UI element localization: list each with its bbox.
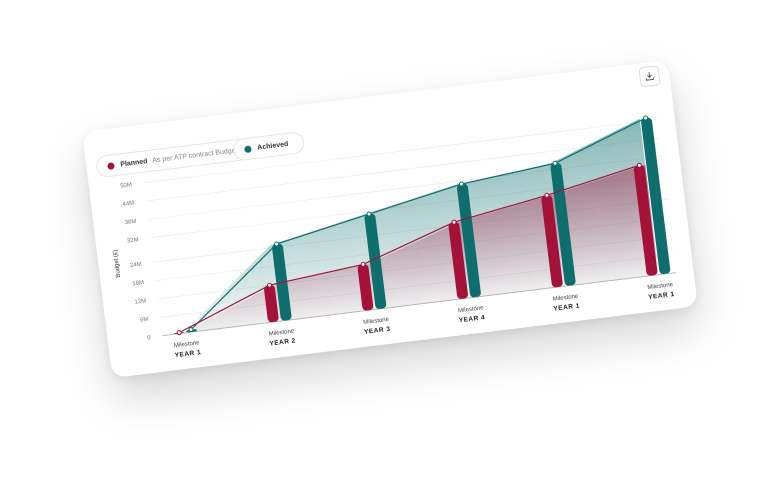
y-tick-label: 44M xyxy=(122,201,134,208)
x-category-year: YEAR 3 xyxy=(364,326,391,336)
y-axis-title: Budget (£) xyxy=(113,249,122,278)
achieved-point xyxy=(643,115,649,121)
x-category-year: YEAR 1 xyxy=(553,303,580,313)
achieved-bar xyxy=(364,213,387,309)
planned-area xyxy=(185,164,659,333)
planned-point xyxy=(360,261,366,267)
planned-point xyxy=(636,162,642,168)
planned-bar xyxy=(633,165,658,276)
achieved-point xyxy=(274,241,280,247)
planned-bar xyxy=(357,264,374,311)
x-category-year: YEAR 1 xyxy=(648,291,675,301)
x-category-label: Milestone xyxy=(268,328,295,337)
planned-bar xyxy=(448,222,468,299)
x-category-label: Milestone xyxy=(363,317,390,326)
achieved-bar xyxy=(641,117,671,275)
achieved-point xyxy=(552,160,558,166)
planned-point xyxy=(544,192,550,198)
planned-bar xyxy=(541,195,563,288)
y-tick-label: 12M xyxy=(134,298,146,305)
y-tick-label: 18M xyxy=(132,280,144,287)
download-icon xyxy=(645,72,655,81)
planned-point xyxy=(451,219,457,225)
x-category-label: Milestone xyxy=(174,340,201,349)
x-category-label: Milestone xyxy=(647,282,674,291)
x-category-year: YEAR 1 xyxy=(174,349,201,359)
y-tick-label: 24M xyxy=(130,262,142,269)
achieved-point xyxy=(188,327,194,333)
y-tick-label: 50M xyxy=(120,182,132,189)
y-tick-label: 6M xyxy=(140,317,149,324)
planned-line xyxy=(178,164,640,334)
x-category-year: YEAR 4 xyxy=(458,314,485,324)
x-category-label: Milestone xyxy=(458,305,485,314)
x-category-label: Milestone xyxy=(552,294,579,303)
achieved-bar xyxy=(550,162,576,286)
planned-point xyxy=(176,330,182,336)
gridline xyxy=(145,137,660,202)
achieved-bar xyxy=(456,183,481,298)
x-category-year: YEAR 2 xyxy=(269,337,296,347)
download-button[interactable] xyxy=(638,65,661,88)
y-tick-label: 0 xyxy=(147,335,152,341)
gridline xyxy=(143,119,657,184)
chart-plot: 0 6M 12M 18M 24M 32M 38M 44M 50M Budget (£) Milest… xyxy=(113,115,676,359)
y-tick-label: 32M xyxy=(127,237,139,244)
achieved-point xyxy=(366,211,372,217)
planned-point xyxy=(267,282,273,288)
chart-card: Planned As per ATP contract Budget Achie… xyxy=(82,59,698,379)
achieved-line xyxy=(190,117,646,331)
achieved-point xyxy=(458,181,464,187)
planned-bar xyxy=(264,285,279,323)
y-tick-label: 38M xyxy=(125,219,137,226)
